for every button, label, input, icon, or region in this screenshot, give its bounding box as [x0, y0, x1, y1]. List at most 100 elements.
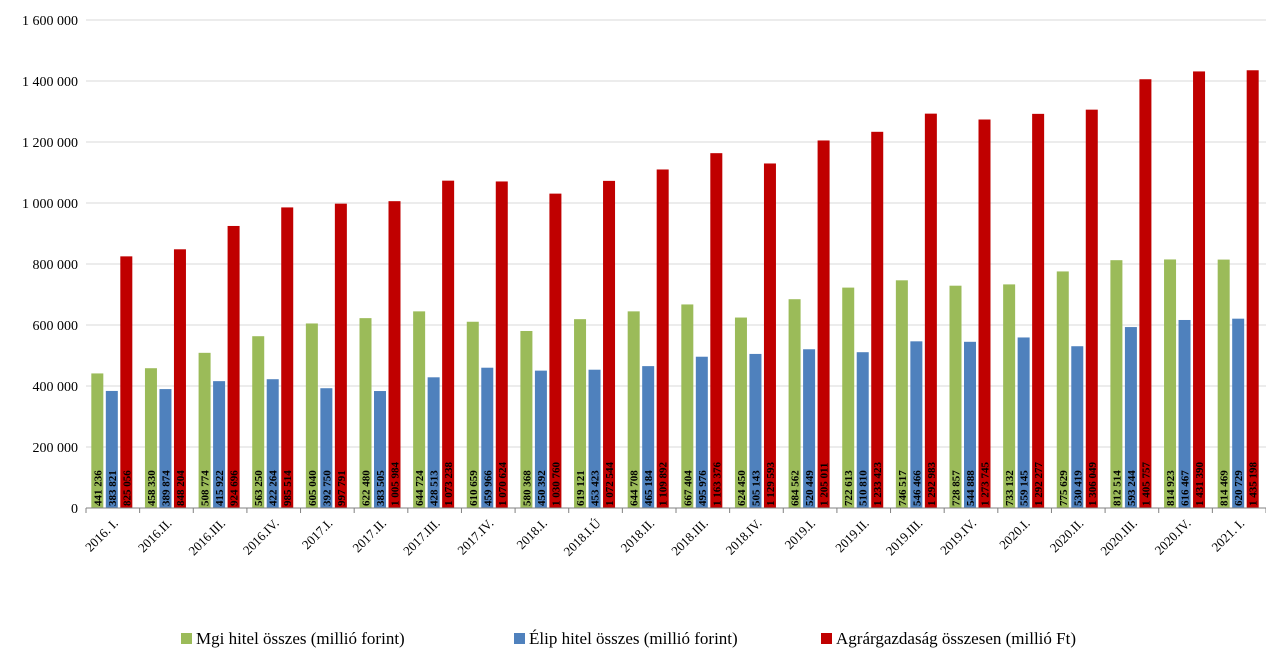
data-label: 450 392 — [536, 470, 548, 506]
data-label: 1 163 376 — [711, 462, 723, 507]
bar — [734, 317, 747, 508]
bar — [1017, 337, 1030, 508]
data-label: 605 040 — [307, 470, 319, 506]
x-tick-label: 2017.I. — [299, 516, 336, 553]
bar — [281, 207, 294, 509]
y-tick-label: 1 000 000 — [22, 197, 78, 212]
y-tick-label: 600 000 — [33, 319, 79, 334]
data-label: 997 791 — [336, 470, 348, 506]
data-label: 1 435 198 — [1248, 462, 1260, 507]
bar — [978, 119, 991, 508]
x-tick-label: 2020.II. — [1047, 516, 1087, 556]
x-tick-label: 2019.III. — [883, 516, 926, 559]
data-label: 812 514 — [1111, 470, 1123, 506]
data-label: 383 821 — [107, 470, 119, 506]
data-label: 1 431 390 — [1194, 462, 1206, 507]
x-tick-label: 2018.I. — [513, 516, 550, 553]
data-label: 1 073 238 — [443, 462, 455, 507]
data-label: 985 514 — [282, 470, 294, 506]
y-tick-label: 0 — [71, 502, 78, 517]
data-label: 848 204 — [175, 470, 187, 506]
bar — [1071, 346, 1084, 508]
legend-entry: Mgi hitel összes (millió forint) — [196, 629, 405, 648]
y-tick-label: 1 200 000 — [22, 136, 78, 151]
data-label: 1 292 983 — [926, 462, 938, 507]
bar — [588, 369, 601, 508]
data-label: 1 306 049 — [1087, 462, 1099, 507]
data-label: 546 466 — [911, 470, 923, 506]
data-label: 619 121 — [575, 470, 587, 506]
bar — [1164, 259, 1177, 508]
bar — [1178, 319, 1191, 508]
data-label: 644 724 — [414, 470, 426, 506]
bar — [1232, 318, 1245, 508]
bar — [681, 304, 694, 508]
data-label: 465 184 — [643, 470, 655, 506]
data-label: 1 273 745 — [980, 462, 992, 507]
data-label: 389 874 — [160, 470, 172, 506]
bar — [534, 370, 547, 508]
bar — [642, 366, 655, 508]
bar — [788, 299, 801, 508]
bar — [374, 391, 386, 508]
data-label: 616 467 — [1180, 470, 1192, 506]
data-label: 1 233 423 — [872, 462, 884, 507]
data-label: 1 205 011 — [819, 463, 831, 506]
bar — [520, 330, 533, 508]
bar — [749, 353, 762, 508]
data-label: 622 480 — [361, 470, 373, 506]
data-label: 624 450 — [736, 470, 748, 506]
x-tick-label: 2019.I. — [782, 516, 819, 553]
data-label: 458 330 — [146, 470, 158, 506]
bar — [252, 336, 265, 508]
bar — [320, 388, 333, 508]
bar — [1085, 109, 1098, 508]
bar — [1032, 113, 1045, 508]
data-label: 415 922 — [214, 470, 226, 506]
data-label: 1 405 757 — [1140, 462, 1152, 507]
data-label: 508 774 — [200, 470, 212, 506]
y-tick-label: 400 000 — [33, 380, 79, 395]
bar — [105, 390, 118, 508]
data-label: 422 264 — [268, 470, 280, 506]
bar — [656, 169, 669, 508]
bar — [964, 341, 976, 508]
bar — [213, 381, 226, 508]
bar — [1056, 271, 1069, 508]
bar — [481, 367, 494, 508]
legend-swatch — [514, 633, 525, 644]
y-tick-label: 1 400 000 — [22, 75, 78, 90]
data-label: 620 729 — [1233, 470, 1245, 506]
bar — [1193, 71, 1206, 508]
x-tick-label: 2018.III. — [668, 516, 711, 559]
x-tick-label: 2016. I. — [82, 516, 121, 555]
bar — [1003, 284, 1016, 508]
data-label: 510 810 — [858, 470, 870, 506]
data-label: 428 513 — [429, 470, 441, 506]
x-tick-label: 2020.III. — [1097, 516, 1140, 559]
x-axis: 2016. I. 2016.II. 2016.III. 2016.IV. 2017.I.… — [82, 507, 1266, 559]
data-label: 722 613 — [843, 470, 855, 506]
bar — [1124, 327, 1137, 508]
x-tick-label: 2020.IV. — [1152, 516, 1194, 558]
data-label: 593 244 — [1126, 470, 1138, 506]
bar — [949, 285, 962, 508]
bars — [91, 70, 1259, 509]
data-label: 924 696 — [229, 470, 241, 506]
y-tick-label: 1 600 000 — [22, 14, 78, 29]
bar — [144, 368, 157, 508]
legend-swatch — [181, 633, 192, 644]
bar — [427, 377, 440, 508]
data-label: 814 923 — [1165, 470, 1177, 506]
y-axis-ticks: 0 200 000 400 000 600 000 800 000 1 000 000 1 … — [22, 14, 78, 517]
x-tick-label: 2018.II. — [618, 516, 658, 556]
legend: Mgi hitel összes (millió forint) Élip hit… — [181, 629, 1076, 648]
data-label: 1 070 624 — [497, 462, 509, 506]
bar — [763, 163, 776, 509]
legend-swatch — [821, 633, 832, 644]
bar — [198, 352, 211, 508]
bar — [924, 113, 937, 508]
data-label: 1 072 544 — [604, 462, 616, 507]
data-label: 459 966 — [482, 470, 494, 506]
